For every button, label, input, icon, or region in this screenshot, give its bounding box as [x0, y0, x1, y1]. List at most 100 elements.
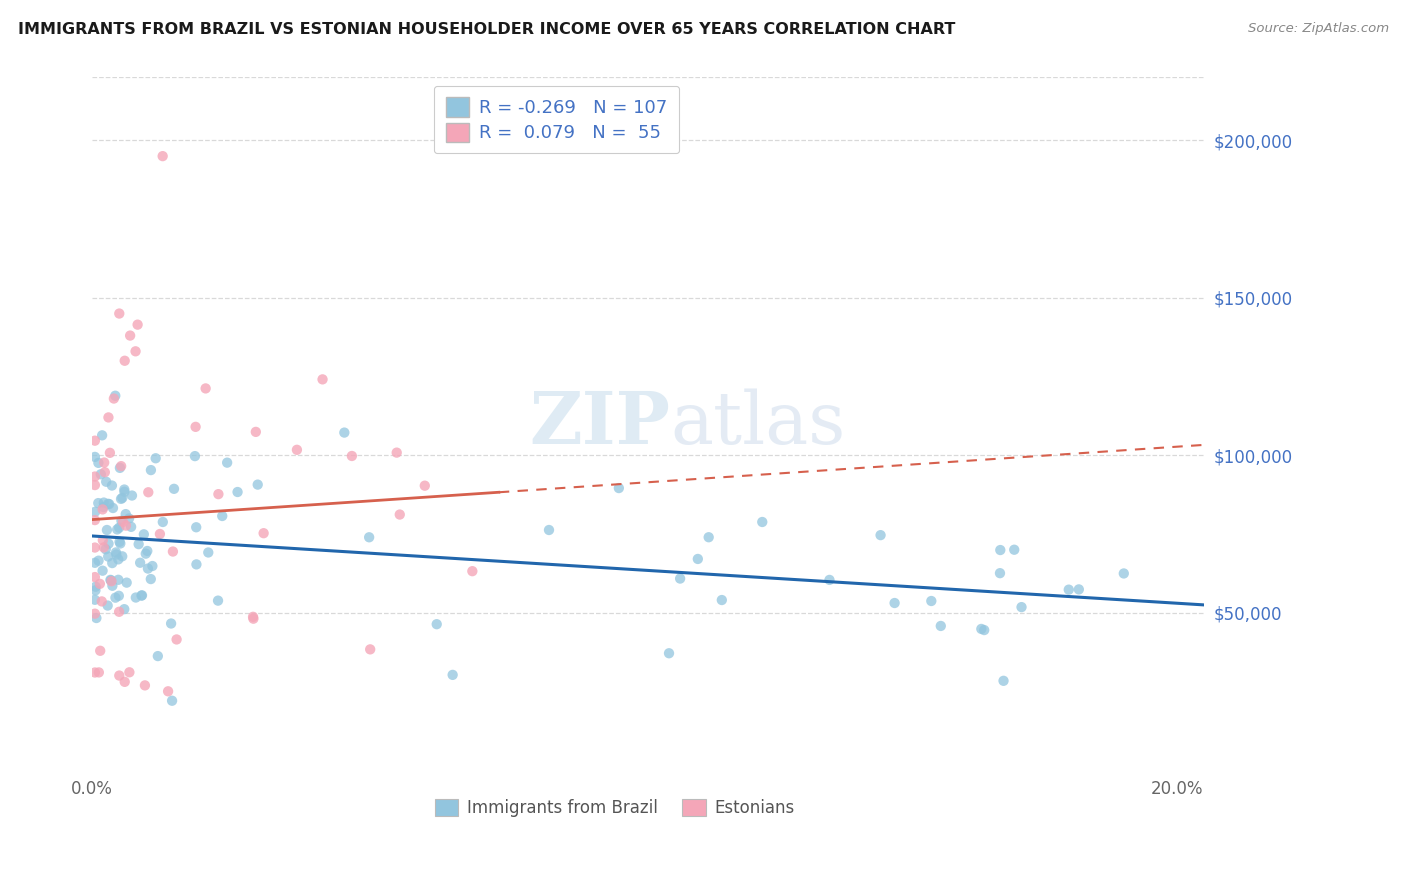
Point [89, 644, 111, 658]
Point [246, 477, 269, 491]
Point [461, 564, 484, 578]
Point [96, 475, 118, 489]
Point [128, 537, 150, 551]
Point [359, 642, 381, 657]
Point [110, 536, 132, 550]
Point [114, 353, 136, 368]
Point [920, 594, 942, 608]
Point [211, 508, 233, 523]
Point [111, 549, 134, 564]
Point [107, 552, 129, 566]
Point [83, 434, 105, 448]
Point [105, 523, 128, 537]
Point [83, 592, 105, 607]
Point [311, 372, 333, 386]
Point [101, 579, 124, 593]
Point [83, 541, 105, 555]
Point [100, 573, 122, 587]
Point [993, 673, 1015, 688]
Point [97, 537, 120, 551]
Point [607, 481, 630, 495]
Point [970, 622, 993, 636]
Point [973, 623, 995, 637]
Point [98, 497, 121, 511]
Point [100, 574, 122, 589]
Point [818, 573, 841, 587]
Point [104, 545, 127, 559]
Point [120, 520, 142, 534]
Point [83, 469, 105, 483]
Point [152, 515, 174, 529]
Point [104, 389, 127, 403]
Point [90, 594, 112, 608]
Point [883, 596, 905, 610]
Point [333, 425, 356, 440]
Point [141, 559, 163, 574]
Point [124, 344, 146, 359]
Point [194, 381, 217, 395]
Point [157, 684, 180, 698]
Point [115, 575, 138, 590]
Point [160, 694, 183, 708]
Point [101, 478, 124, 492]
Point [658, 646, 681, 660]
Point [139, 463, 162, 477]
Point [132, 527, 155, 541]
Point [385, 445, 408, 459]
Text: Source: ZipAtlas.com: Source: ZipAtlas.com [1249, 22, 1389, 36]
Point [111, 491, 134, 505]
Point [108, 605, 131, 619]
Point [136, 561, 159, 575]
Point [84, 583, 107, 598]
Point [1002, 542, 1025, 557]
Point [112, 515, 135, 529]
Point [108, 534, 131, 549]
Point [91, 428, 114, 442]
Point [869, 528, 891, 542]
Point [114, 507, 136, 521]
Point [127, 318, 149, 332]
Point [186, 558, 208, 572]
Point [83, 556, 105, 570]
Point [96, 523, 118, 537]
Point [94, 542, 117, 557]
Point [90, 467, 112, 482]
Point [226, 485, 249, 500]
Point [129, 556, 152, 570]
Point [139, 572, 162, 586]
Point [285, 442, 308, 457]
Point [686, 552, 709, 566]
Point [929, 619, 952, 633]
Point [131, 588, 153, 602]
Point [131, 589, 153, 603]
Point [108, 668, 131, 682]
Point [108, 461, 131, 475]
Point [152, 149, 174, 163]
Point [118, 511, 141, 525]
Point [83, 665, 105, 680]
Point [87, 496, 110, 510]
Point [86, 611, 108, 625]
Point [184, 449, 207, 463]
Point [107, 573, 129, 587]
Point [136, 485, 159, 500]
Point [115, 518, 138, 533]
Point [1011, 600, 1033, 615]
Point [91, 502, 114, 516]
Point [97, 549, 120, 564]
Point [97, 497, 120, 511]
Point [97, 599, 120, 613]
Point [91, 533, 114, 548]
Point [93, 456, 115, 470]
Point [697, 530, 720, 544]
Point [217, 456, 239, 470]
Point [149, 527, 172, 541]
Point [84, 580, 107, 594]
Legend: Immigrants from Brazil, Estonians: Immigrants from Brazil, Estonians [429, 792, 801, 824]
Point [1067, 582, 1090, 597]
Point [103, 392, 125, 406]
Point [87, 554, 110, 568]
Point [163, 482, 186, 496]
Point [207, 487, 229, 501]
Point [93, 541, 115, 555]
